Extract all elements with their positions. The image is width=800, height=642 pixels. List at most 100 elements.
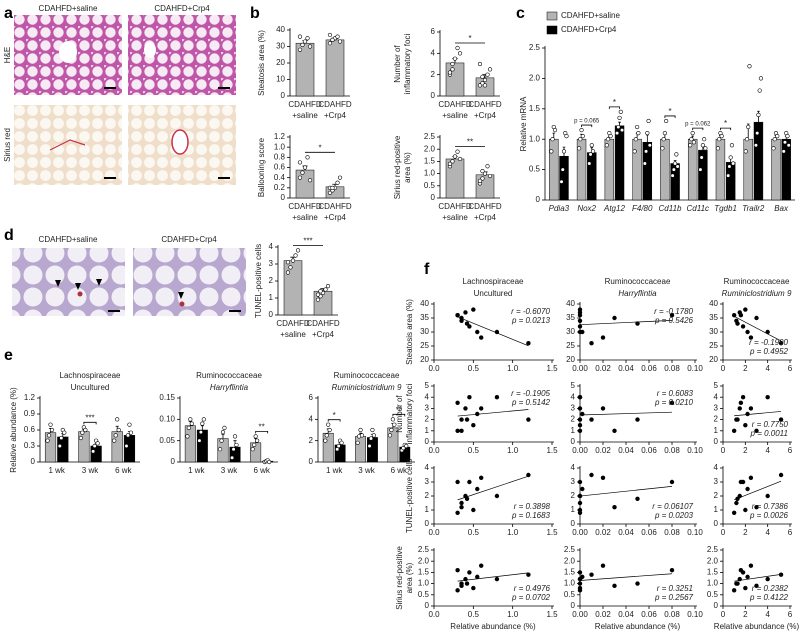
data-point bbox=[577, 500, 583, 506]
data-point bbox=[459, 315, 464, 321]
annotation: p = 0.5426 bbox=[654, 316, 694, 325]
y-tick-label: 20 bbox=[566, 355, 575, 364]
panel-a-images: CDAHFD+saline CDAHFD+Crp4 H&E Sirius red bbox=[3, 4, 236, 185]
x-tick-label: 0.08 bbox=[664, 364, 680, 373]
data-point bbox=[455, 149, 460, 154]
y-tick-label: 0 bbox=[714, 437, 719, 446]
chart-title: Ruminiclostridium 9 bbox=[722, 289, 792, 298]
data-point bbox=[494, 395, 500, 400]
data-point bbox=[222, 425, 227, 430]
data-point bbox=[578, 137, 583, 142]
y-tick-label: 0.10 bbox=[159, 414, 175, 423]
y-tick-label: 1.0 bbox=[564, 579, 576, 588]
data-point bbox=[577, 417, 583, 422]
image-label: CDAHFD+Crp4 bbox=[154, 4, 210, 13]
bar bbox=[632, 138, 642, 201]
y-tick-label: 2 bbox=[571, 415, 576, 424]
data-point bbox=[475, 329, 480, 335]
bar bbox=[475, 174, 495, 199]
data-point bbox=[614, 131, 620, 136]
x-axis-label: Relative abundance (%) bbox=[714, 622, 800, 631]
annotation: r = 0.7750 bbox=[752, 420, 789, 429]
data-point bbox=[48, 422, 53, 427]
y-tick-label: 4 bbox=[714, 463, 719, 472]
y-axis-label: Number of bbox=[393, 45, 402, 83]
x-tick-label: Atg12 bbox=[603, 204, 625, 213]
data-point bbox=[673, 161, 678, 166]
panel-label: c bbox=[516, 5, 525, 22]
x-tick-label: 0.08 bbox=[664, 610, 680, 619]
data-point bbox=[188, 417, 193, 422]
panel-label: e bbox=[4, 347, 13, 364]
annotation: r = 0.2382 bbox=[752, 584, 789, 593]
y-tick-label: 2 bbox=[714, 415, 719, 424]
data-point bbox=[390, 417, 395, 422]
data-point bbox=[217, 447, 223, 452]
y-tick-label: 3 bbox=[714, 404, 719, 413]
data-point bbox=[772, 137, 777, 142]
data-point bbox=[302, 39, 308, 44]
y-tick-label: 0.2 bbox=[274, 183, 286, 192]
annotation: p = 0.4952 bbox=[749, 347, 789, 356]
data-point bbox=[323, 287, 328, 292]
y-tick-label: 0 bbox=[714, 601, 719, 610]
data-point bbox=[743, 307, 748, 312]
y-tick-label: 4 bbox=[309, 414, 314, 423]
data-point bbox=[577, 329, 583, 335]
y-tick-label: 3 bbox=[425, 477, 430, 486]
y-tick-label: 35 bbox=[709, 313, 718, 322]
data-point bbox=[719, 134, 724, 139]
significance-label: *** bbox=[303, 237, 312, 246]
data-point bbox=[754, 315, 759, 321]
data-point bbox=[633, 137, 638, 142]
data-point bbox=[127, 422, 132, 427]
trend-line bbox=[734, 480, 782, 501]
data-point bbox=[645, 131, 650, 136]
x-tick-label: 2 bbox=[743, 364, 748, 373]
data-point bbox=[494, 329, 500, 335]
data-point bbox=[482, 83, 488, 88]
data-point bbox=[715, 146, 721, 151]
y-tick-label: 0.5 bbox=[418, 590, 430, 599]
data-point bbox=[253, 434, 258, 439]
data-point bbox=[758, 76, 764, 81]
y-tick-label: 1.5 bbox=[707, 568, 719, 577]
data-point bbox=[735, 496, 740, 501]
y-tick-label: 20 bbox=[420, 355, 429, 364]
x-tick-label: 0.02 bbox=[595, 610, 611, 619]
y-tick-label: 2.0 bbox=[529, 74, 541, 83]
y-tick-label: 25 bbox=[420, 341, 429, 350]
data-point bbox=[337, 39, 343, 44]
y-tick-label: 2.5 bbox=[418, 545, 430, 554]
data-point bbox=[717, 137, 722, 142]
y-tick-label: 0.6 bbox=[24, 425, 36, 434]
chart-title: Uncultured bbox=[71, 383, 110, 392]
y-tick-label: 35 bbox=[566, 313, 575, 322]
data-point bbox=[387, 433, 393, 438]
chart-title: Lachnospiraceae bbox=[463, 277, 524, 286]
x-tick-label: CDAHFD bbox=[318, 202, 352, 211]
y-tick-label: 0.5 bbox=[424, 181, 436, 190]
data-point bbox=[744, 137, 750, 142]
bar bbox=[283, 260, 303, 316]
y-tick-label: 30 bbox=[276, 42, 285, 51]
x-tick-label: 0.10 bbox=[687, 610, 703, 619]
data-point bbox=[753, 143, 759, 148]
significance-label: * bbox=[318, 143, 321, 152]
x-tick-label: 1.5 bbox=[546, 364, 558, 373]
data-point bbox=[219, 438, 224, 443]
data-point bbox=[589, 472, 594, 478]
data-point bbox=[285, 260, 291, 265]
data-point bbox=[487, 173, 493, 179]
y-axis-label: area (%) bbox=[405, 562, 414, 593]
data-point bbox=[494, 493, 500, 499]
y-tick-label: 40 bbox=[276, 25, 285, 34]
data-point bbox=[482, 77, 488, 83]
y-tick-label: 0.5 bbox=[707, 590, 719, 599]
x-tick-label: 0.04 bbox=[618, 610, 634, 619]
bar bbox=[587, 152, 597, 201]
x-tick-label: 6 bbox=[788, 528, 793, 537]
x-tick-label: 0 bbox=[721, 528, 726, 537]
x-tick-label: +Crp4 bbox=[474, 111, 497, 120]
y-tick-label: 20 bbox=[709, 355, 718, 364]
